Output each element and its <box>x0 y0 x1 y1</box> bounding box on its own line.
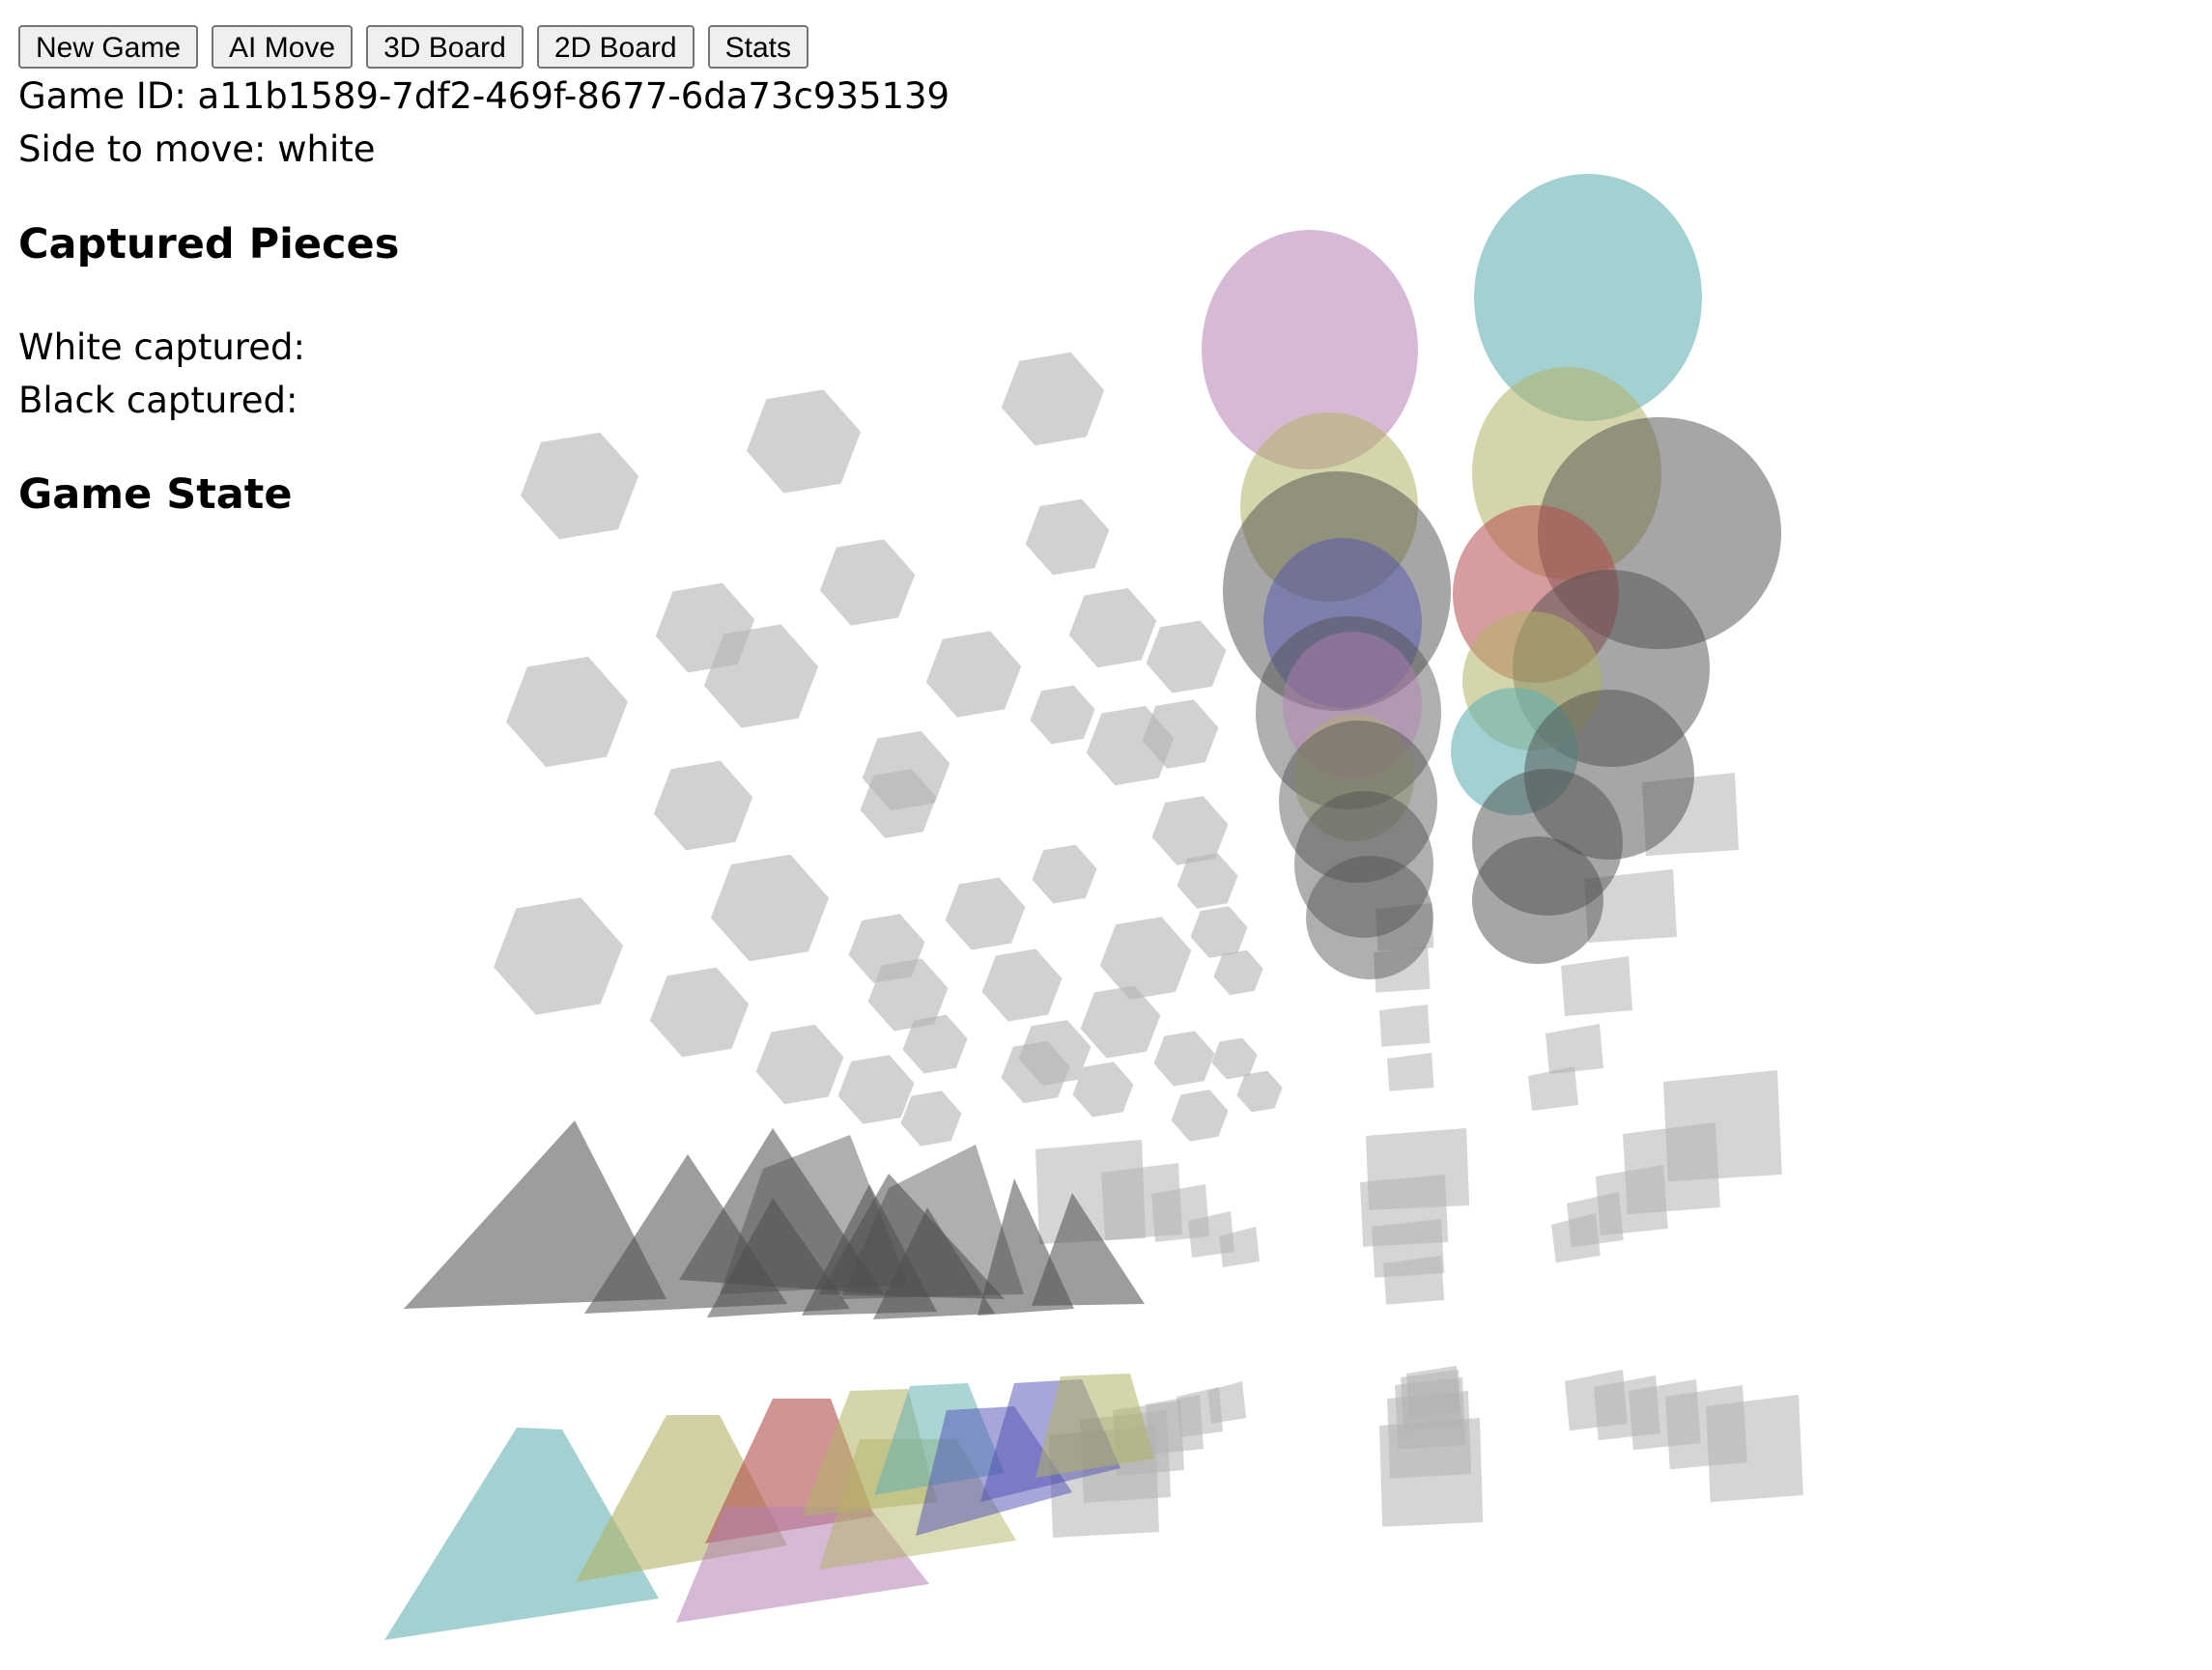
white-captured-line: White captured: <box>18 326 305 368</box>
board-cell <box>860 769 937 838</box>
board-cell <box>1546 1024 1603 1074</box>
stats-button[interactable]: Stats <box>707 25 808 69</box>
sphere-piece <box>1474 174 1702 421</box>
board-cell <box>1551 1213 1601 1263</box>
dark-pyramid-piece <box>840 1145 1024 1299</box>
sphere-piece <box>1223 471 1451 711</box>
board-cell <box>1383 1256 1445 1305</box>
dark-pyramid-piece <box>404 1120 666 1309</box>
black-captured-label: Black captured: <box>18 380 298 421</box>
board-cell <box>1072 1061 1134 1118</box>
game-id-value: a11b1589-7df2-469f-8677-6da73c935139 <box>197 75 950 117</box>
side-to-move-label: Side to move: <box>18 128 267 170</box>
board-cell <box>1528 1066 1578 1111</box>
sphere-piece <box>1472 836 1603 964</box>
board-cell <box>649 967 750 1058</box>
board-cell <box>746 389 862 494</box>
sphere-piece <box>1294 714 1414 841</box>
sphere-piece <box>1256 616 1441 809</box>
board-cell <box>1030 685 1095 745</box>
board-cell <box>900 1090 962 1146</box>
board-cell <box>1099 917 1192 1000</box>
game-id-label: Game ID: <box>18 75 186 117</box>
white-captured-label: White captured: <box>18 326 305 368</box>
sphere-piece <box>1263 538 1422 708</box>
ai-move-button[interactable]: AI Move <box>212 25 354 69</box>
board-cell <box>703 624 819 728</box>
board-cell <box>1375 903 1434 951</box>
board-cell <box>1177 853 1238 909</box>
dark-pyramid-piece <box>1032 1193 1145 1306</box>
sphere-piece <box>1279 721 1437 883</box>
board-cell <box>1146 620 1227 693</box>
game-id-line: Game ID: a11b1589-7df2-469f-8677-6da73c9… <box>18 75 950 117</box>
board-cell <box>1080 985 1161 1059</box>
2d-board-button[interactable]: 2D Board <box>536 25 695 69</box>
board-cell <box>653 760 753 851</box>
board-cell <box>902 1014 968 1074</box>
board-cell <box>1406 1366 1460 1417</box>
board-cell <box>520 432 639 540</box>
board-cell <box>1001 352 1105 446</box>
board-cell <box>1236 1070 1283 1113</box>
board-cell <box>1068 587 1157 668</box>
board-cell <box>837 1055 915 1124</box>
board-cell <box>1387 1053 1434 1091</box>
board-cell <box>819 539 916 626</box>
board-cell <box>1561 956 1632 1016</box>
board-cell <box>1584 869 1677 943</box>
new-game-button[interactable]: New Game <box>18 25 199 69</box>
sphere-piece <box>1306 856 1433 979</box>
board-cell <box>1001 1040 1070 1104</box>
board-cell <box>506 656 628 768</box>
game-state-heading: Game State <box>18 470 293 519</box>
black-captured-line: Black captured: <box>18 380 298 421</box>
board-cell <box>981 948 1063 1022</box>
side-to-move-line: Side to move: white <box>18 128 376 170</box>
sphere-piece <box>1294 791 1433 938</box>
sphere-piece <box>1283 632 1422 778</box>
toolbar: New Game AI Move 3D Board 2D Board Stats <box>18 25 808 69</box>
dark-pyramid-piece <box>720 1135 908 1294</box>
dark-pyramid-piece <box>873 1207 995 1319</box>
side-to-move-value: white <box>277 128 376 170</box>
board-cell <box>945 877 1026 950</box>
board-cell <box>925 631 1022 718</box>
board-cell <box>1025 498 1110 576</box>
sphere-piece <box>1202 230 1418 469</box>
captured-pieces-heading: Captured Pieces <box>18 220 400 269</box>
board-cell <box>1142 699 1219 769</box>
board-cell <box>1219 1227 1260 1267</box>
board-cell <box>494 897 623 1015</box>
board-cell <box>867 958 949 1032</box>
board-cell <box>1032 844 1097 904</box>
3d-board-button[interactable]: 3D Board <box>366 25 524 69</box>
board-cell <box>1190 906 1248 958</box>
board-cell <box>1207 1381 1246 1424</box>
colored-pyramid-piece <box>1035 1373 1154 1478</box>
board-cell <box>1706 1395 1803 1503</box>
board-cell <box>1213 949 1263 996</box>
board-cell <box>1151 796 1229 865</box>
board-cell <box>1379 1005 1431 1047</box>
board-cell <box>1171 1090 1229 1142</box>
board-cell <box>1211 1037 1258 1080</box>
board-cell <box>1374 947 1431 993</box>
board-cell <box>710 854 830 962</box>
board-cell <box>1153 1031 1215 1087</box>
colored-pyramid-piece <box>384 1428 659 1640</box>
board-cell <box>755 1024 844 1105</box>
dark-pyramid-piece <box>707 1198 850 1317</box>
